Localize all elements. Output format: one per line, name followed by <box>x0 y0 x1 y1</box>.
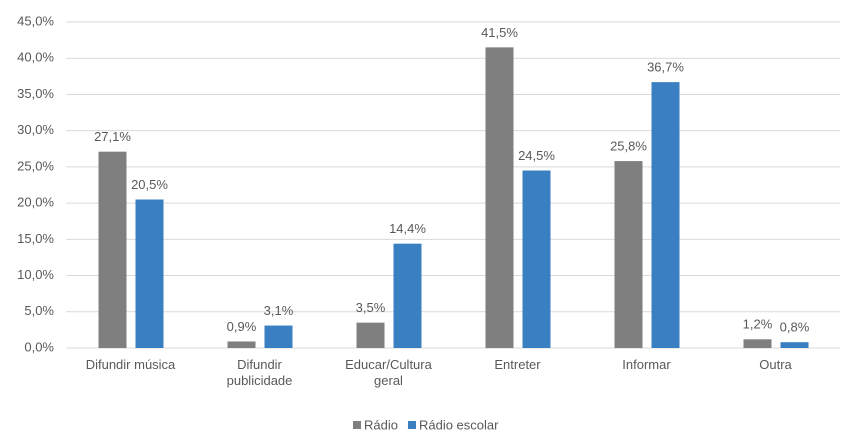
data-label: 24,5% <box>518 148 555 163</box>
y-tick-label: 0,0% <box>24 339 54 354</box>
y-tick-label: 25,0% <box>17 158 54 173</box>
bar <box>743 339 772 348</box>
data-label: 36,7% <box>647 60 684 75</box>
bar <box>614 161 643 348</box>
bar <box>135 199 164 348</box>
data-label: 0,8% <box>780 320 810 335</box>
y-tick-label: 35,0% <box>17 86 54 101</box>
bar <box>651 82 680 348</box>
legend-swatch <box>353 421 361 429</box>
y-tick-label: 40,0% <box>17 50 54 65</box>
y-tick-label: 5,0% <box>24 303 54 318</box>
legend-label: Rádio <box>364 417 398 432</box>
legend-swatch <box>407 421 416 429</box>
x-tick-label: Outra <box>759 357 792 372</box>
x-tick-label: Informar <box>622 357 671 372</box>
y-tick-label: 15,0% <box>17 231 54 246</box>
y-tick-label: 45,0% <box>17 13 54 28</box>
x-tick-label: Educar/Cultura geral <box>345 357 432 388</box>
x-tick-label: Entreter <box>494 357 541 372</box>
bar <box>356 322 385 348</box>
data-label: 41,5% <box>481 25 518 40</box>
data-label: 1,2% <box>743 317 773 332</box>
bar <box>227 341 256 348</box>
bar <box>522 170 551 348</box>
data-label: 0,9% <box>227 319 257 334</box>
data-label: 14,4% <box>389 221 426 236</box>
bar <box>485 47 514 348</box>
data-label: 20,5% <box>131 177 168 192</box>
legend-label: Rádio escolar <box>419 417 499 432</box>
data-label: 3,1% <box>264 303 294 318</box>
data-label: 27,1% <box>94 129 131 144</box>
y-tick-label: 20,0% <box>17 195 54 210</box>
data-label: 3,5% <box>356 300 386 315</box>
bar <box>98 151 127 348</box>
y-tick-label: 10,0% <box>17 267 54 282</box>
bar <box>264 325 293 348</box>
bar <box>780 342 809 348</box>
data-label: 25,8% <box>610 139 647 154</box>
x-tick-label: Difundir publicidade <box>226 357 293 388</box>
y-tick-label: 30,0% <box>17 122 54 137</box>
bar <box>393 243 422 348</box>
x-tick-label: Difundir música <box>85 357 176 372</box>
